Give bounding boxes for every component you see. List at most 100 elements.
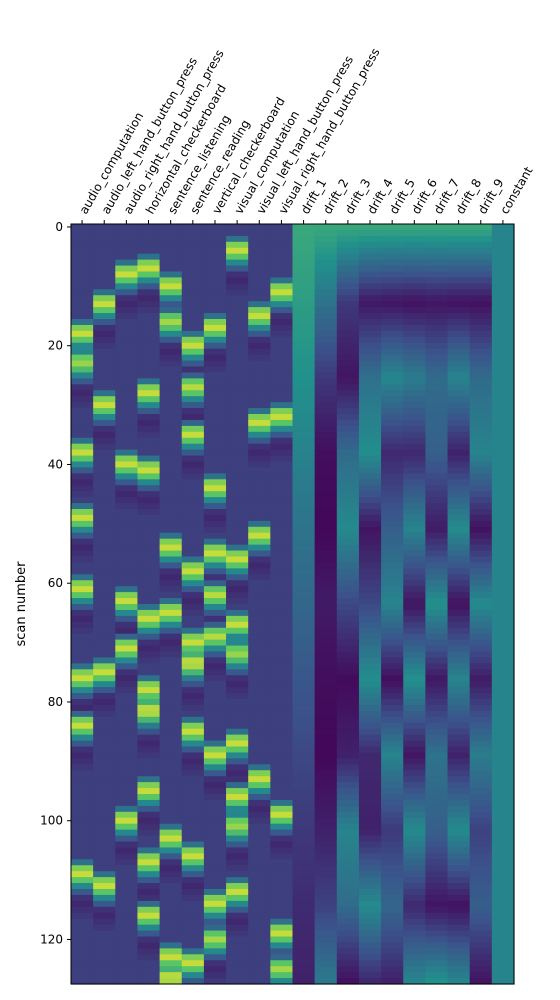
heatmap-cell — [270, 520, 294, 528]
heatmap-cell — [491, 342, 515, 350]
heatmap-cell — [336, 657, 360, 664]
heatmap-cell — [226, 936, 249, 944]
heatmap-cell — [270, 586, 294, 593]
heatmap-cell — [115, 342, 139, 350]
heatmap-cell — [491, 966, 515, 973]
heatmap-cell — [137, 307, 161, 314]
heatmap-cell — [248, 728, 271, 736]
heatmap-cell — [93, 764, 116, 771]
heatmap-cell — [358, 615, 382, 623]
heatmap-cell — [270, 912, 294, 920]
heatmap-cell — [491, 604, 515, 611]
heatmap-cell — [358, 889, 382, 896]
heatmap-cell — [336, 408, 360, 415]
heatmap-cell — [336, 615, 360, 623]
heatmap-cell — [93, 651, 116, 659]
heatmap-cell — [93, 912, 116, 920]
heatmap-cell — [447, 942, 471, 949]
heatmap-cell — [270, 942, 294, 949]
heatmap-cell — [314, 669, 338, 676]
heatmap-cell — [226, 580, 249, 587]
heatmap-cell — [93, 550, 116, 558]
heatmap-cell — [115, 526, 139, 534]
heatmap-cell — [403, 942, 426, 949]
heatmap-cell — [469, 936, 493, 944]
heatmap-cell — [93, 360, 116, 368]
heatmap-cell — [115, 449, 139, 457]
heatmap-cell — [93, 776, 116, 783]
heatmap-cell — [381, 307, 404, 314]
heatmap-cell — [270, 794, 294, 801]
heatmap-cell — [93, 918, 116, 926]
heatmap-cell — [270, 978, 294, 985]
heatmap-cell — [115, 657, 139, 664]
heatmap-cell — [447, 443, 471, 451]
heatmap-cell — [115, 277, 139, 284]
heatmap-cell — [93, 313, 116, 320]
heatmap-cell — [447, 728, 471, 736]
heatmap-cell — [292, 277, 316, 284]
heatmap-cell — [336, 461, 360, 469]
heatmap-cell — [403, 681, 426, 688]
heatmap-cell — [469, 574, 493, 581]
heatmap-cell — [203, 865, 227, 872]
heatmap-cell — [137, 568, 161, 575]
heatmap-cell — [181, 485, 205, 492]
heatmap-cell — [71, 449, 94, 457]
heatmap-cell — [226, 734, 249, 742]
heatmap-cell — [203, 675, 227, 682]
heatmap-cell — [93, 823, 116, 831]
heatmap-cell — [226, 978, 249, 985]
heatmap-cell — [469, 396, 493, 403]
heatmap-cell — [314, 390, 338, 397]
heatmap-cell — [270, 479, 294, 486]
heatmap-cell — [137, 443, 161, 451]
heatmap-cell — [71, 307, 94, 314]
heatmap-cell — [203, 883, 227, 890]
heatmap-cell — [248, 384, 271, 391]
heatmap-cell — [403, 794, 426, 801]
heatmap-cell — [314, 942, 338, 949]
heatmap-cell — [137, 978, 161, 985]
heatmap-cell — [469, 330, 493, 338]
heatmap-cell — [115, 871, 139, 878]
heatmap-cell — [358, 479, 382, 486]
heatmap-cell — [203, 562, 227, 569]
heatmap-cell — [248, 633, 271, 641]
heatmap-cell — [425, 942, 449, 949]
heatmap-cell — [447, 277, 471, 284]
heatmap-cell — [226, 241, 249, 249]
heatmap-cell — [93, 449, 116, 457]
heatmap-cell — [270, 467, 294, 474]
heatmap-cell — [181, 877, 205, 884]
heatmap-cell — [358, 592, 382, 599]
heatmap-cell — [115, 402, 139, 409]
heatmap-cell — [248, 894, 271, 902]
heatmap-cell — [447, 425, 471, 433]
heatmap-cell — [248, 419, 271, 427]
heatmap-cell — [203, 651, 227, 659]
heatmap-cell — [292, 396, 316, 403]
heatmap-cell — [203, 823, 227, 831]
heatmap-cell — [270, 532, 294, 540]
heatmap-cell — [358, 609, 382, 617]
heatmap-cell — [469, 283, 493, 290]
heatmap-cell — [203, 877, 227, 884]
heatmap-cell — [358, 894, 382, 902]
heatmap-cell — [447, 265, 471, 273]
heatmap-cell — [181, 609, 205, 617]
heatmap-cell — [491, 467, 515, 474]
heatmap-cell — [248, 954, 271, 961]
heatmap-cell — [115, 313, 139, 320]
heatmap-cell — [137, 764, 161, 771]
heatmap-cell — [469, 497, 493, 504]
heatmap-cell — [115, 621, 139, 629]
heatmap-cell — [226, 657, 249, 664]
heatmap-cell — [71, 853, 94, 860]
heatmap-cell — [248, 342, 271, 350]
heatmap-cell — [71, 722, 94, 730]
heatmap-cell — [93, 437, 116, 445]
heatmap-cell — [491, 449, 515, 457]
heatmap-cell — [137, 580, 161, 587]
heatmap-cell — [137, 865, 161, 872]
